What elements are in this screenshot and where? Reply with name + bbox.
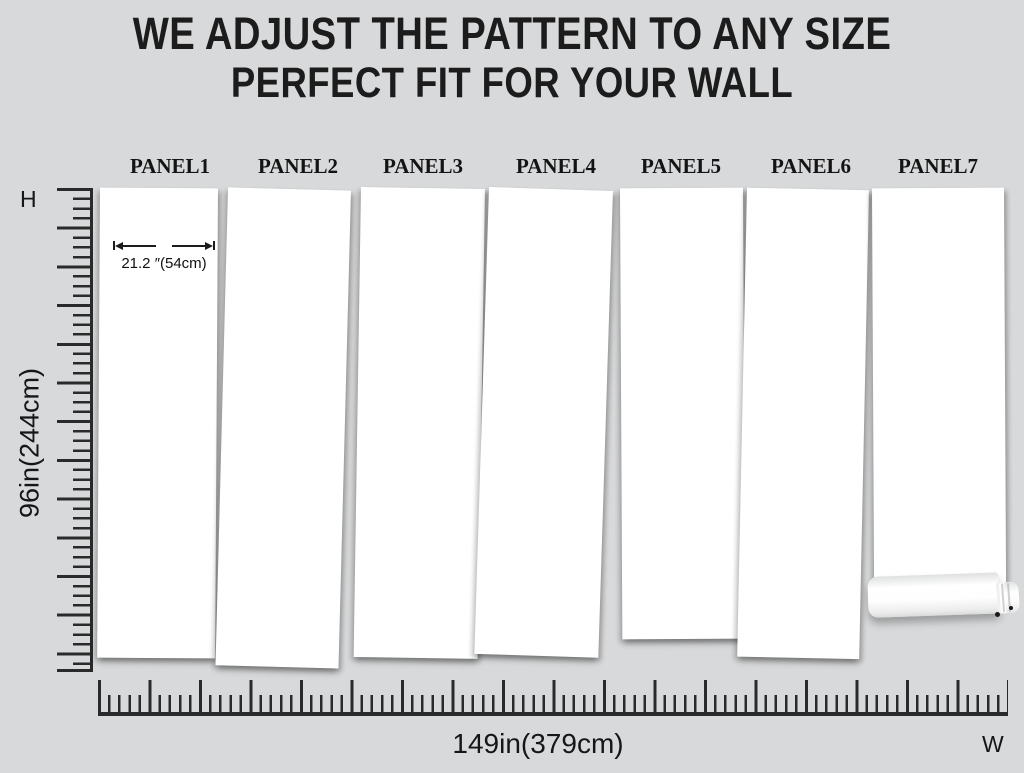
dimension-end-bar-left: [113, 241, 115, 250]
width-axis-letter: W: [982, 731, 1004, 757]
wallpaper-panel-6: [737, 187, 869, 660]
height-axis-letter: H: [20, 186, 37, 212]
width-dimension-label: 149in(379cm): [452, 728, 624, 759]
width-ruler-short-ticks: [98, 695, 1008, 712]
height-ruler-end-tick: [57, 669, 90, 672]
height-ruler-short-ticks: [73, 188, 90, 672]
wallpaper-roll-end: [995, 581, 1021, 614]
dimension-line-right: [172, 245, 211, 247]
wallpaper-panel-4: [474, 187, 613, 658]
roll-end-dot: [995, 612, 1000, 617]
roll-end-dot: [1009, 606, 1013, 610]
arrow-right-icon: [205, 242, 213, 250]
height-ruler: [57, 188, 93, 672]
roll-ridge: [1001, 583, 1005, 612]
dimension-end-bar-right: [213, 241, 215, 250]
panel-label-2: PANEL2: [257, 154, 339, 178]
panel-label-4: PANEL4: [515, 154, 597, 178]
panel-label-7: PANEL7: [897, 154, 979, 178]
panel-label-1: PANEL1: [129, 154, 211, 178]
panel-label-6: PANEL6: [770, 154, 852, 178]
title-line-2: PERFECT FIT FOR YOUR WALL: [230, 59, 794, 107]
height-dimension-label: 96in(244cm): [14, 367, 45, 519]
panel-label-3: PANEL3: [382, 154, 464, 178]
panel-width-dimension-arrows: [113, 240, 215, 252]
panel-width-dimension-label: 21.2 ″(54cm): [121, 255, 207, 272]
title-line-1: WE ADJUST THE PATTERN TO ANY SIZE: [132, 8, 892, 59]
wallpaper-panel-2: [215, 187, 351, 669]
wallpaper-panel-7: [872, 187, 1007, 591]
wallpaper-roll: [867, 572, 1000, 618]
width-ruler: [98, 680, 1008, 716]
wallpaper-panel-5: [620, 187, 746, 640]
dimension-line-left: [117, 245, 156, 247]
wallpaper-panel-3: [353, 187, 485, 659]
panel-label-5: PANEL5: [640, 154, 722, 178]
